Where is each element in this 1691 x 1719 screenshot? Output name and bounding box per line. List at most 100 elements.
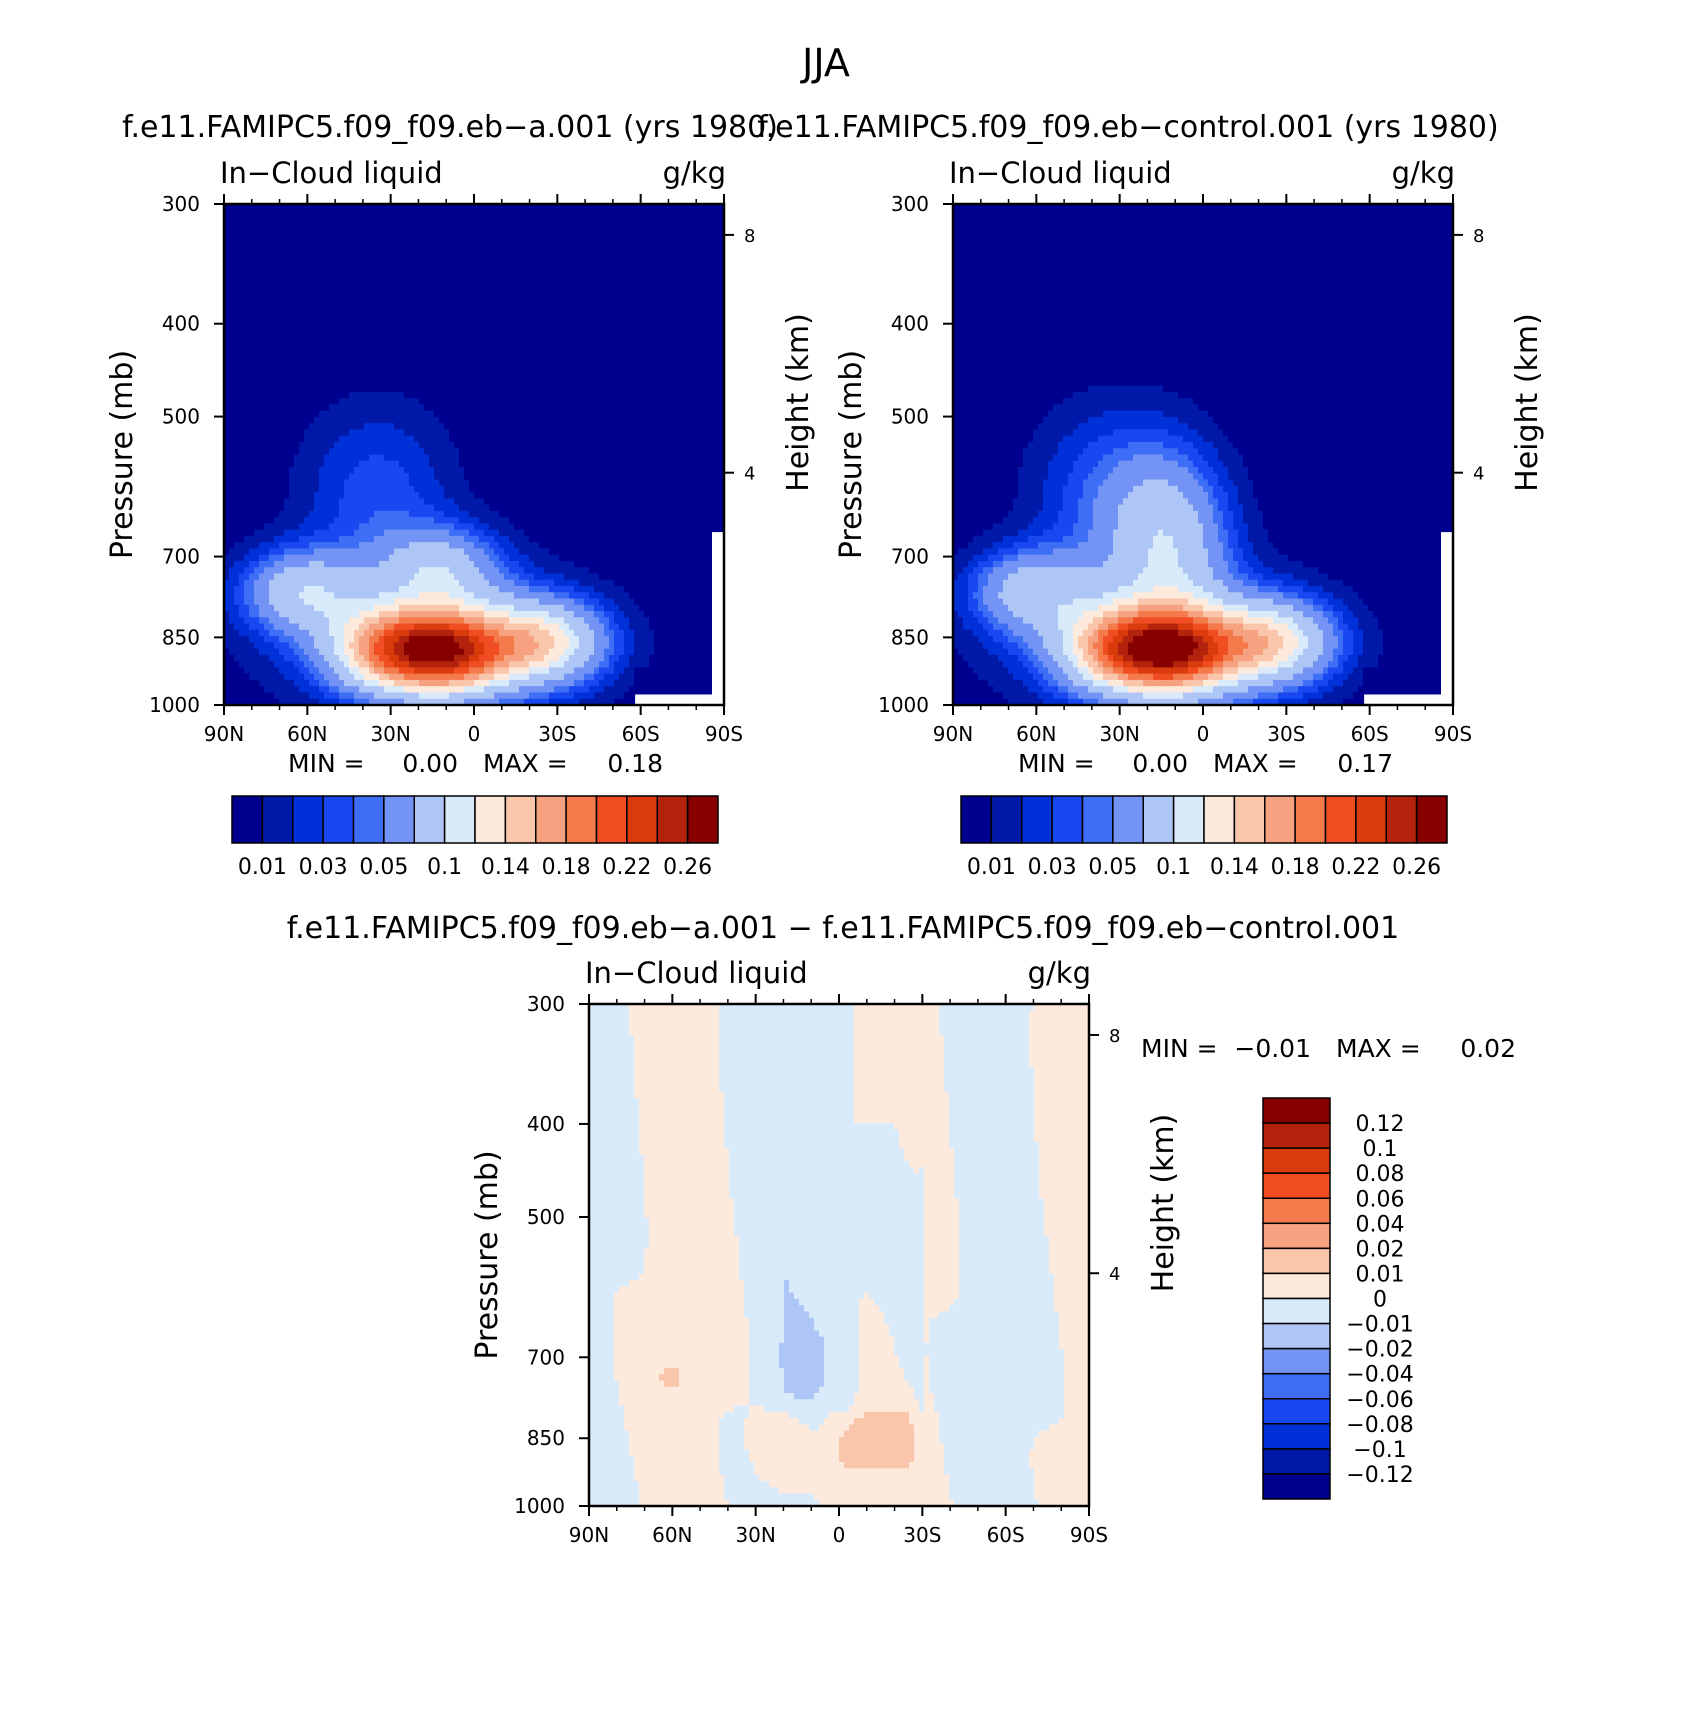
contour-cell — [689, 216, 695, 224]
contour-cell — [669, 473, 675, 481]
contour-cell — [449, 266, 455, 274]
contour-cell — [399, 435, 405, 443]
contour-cell — [484, 322, 490, 330]
contour-cell — [259, 229, 265, 236]
contour-cell — [439, 360, 445, 368]
contour-cell — [394, 272, 400, 280]
contour-cell — [339, 291, 345, 299]
contour-cell — [504, 354, 510, 362]
contour-cell — [369, 229, 375, 236]
contour-cell — [469, 373, 475, 380]
contour-cell — [229, 398, 235, 405]
contour-cell — [344, 204, 350, 211]
contour-cell — [229, 272, 235, 280]
contour-cell — [349, 498, 355, 506]
contour-cell — [359, 254, 365, 261]
contour-cell — [719, 329, 724, 337]
contour-cell — [704, 291, 710, 299]
contour-cell — [669, 379, 675, 387]
contour-cell — [594, 360, 600, 368]
contour-cell — [409, 329, 415, 337]
contour-cell — [584, 391, 590, 399]
contour-cell — [564, 360, 570, 368]
contour-cell — [674, 222, 680, 230]
contour-cell — [409, 391, 415, 399]
contour-cell — [489, 341, 495, 349]
contour-cell — [444, 210, 450, 218]
contour-cell — [669, 322, 675, 330]
contour-cell — [514, 272, 520, 280]
contour-cell — [424, 229, 430, 236]
contour-cell — [464, 379, 470, 387]
contour-cell — [289, 435, 295, 443]
contour-cell — [379, 416, 385, 424]
contour-cell — [604, 360, 610, 368]
contour-cell — [534, 266, 540, 274]
contour-cell — [419, 467, 425, 474]
contour-cell — [639, 498, 645, 506]
contour-cell — [524, 229, 530, 236]
contour-cell — [384, 316, 390, 324]
contour-cell — [254, 297, 260, 305]
contour-cell — [404, 473, 410, 481]
contour-cell — [259, 241, 265, 249]
contour-cell — [359, 510, 365, 518]
contour-cell — [639, 348, 645, 355]
contour-cell — [274, 241, 280, 249]
contour-cell — [304, 423, 310, 431]
contour-cell — [344, 504, 350, 512]
contour-cell — [544, 360, 550, 368]
contour-cell — [314, 473, 320, 481]
contour-cell — [494, 229, 500, 236]
contour-cell — [614, 504, 620, 512]
contour-cell — [479, 423, 485, 431]
contour-cell — [334, 479, 340, 487]
contour-cell — [379, 360, 385, 368]
contour-cell — [334, 448, 340, 456]
contour-cell — [659, 485, 665, 493]
contour-cell — [559, 222, 565, 230]
contour-cell — [464, 454, 470, 462]
contour-cell — [229, 473, 235, 481]
contour-cell — [664, 310, 670, 318]
contour-cell — [404, 279, 410, 287]
contour-cell — [289, 479, 295, 487]
contour-cell — [424, 429, 430, 437]
contour-cell — [229, 297, 235, 305]
contour-cell — [284, 235, 290, 243]
contour-cell — [319, 504, 325, 512]
contour-cell — [409, 304, 415, 312]
contour-cell — [584, 504, 590, 512]
contour-cell — [289, 291, 295, 299]
contour-cell — [279, 498, 285, 506]
contour-cell — [544, 391, 550, 399]
contour-cell — [299, 316, 305, 324]
contour-cell — [594, 260, 600, 268]
contour-cell — [644, 354, 650, 362]
contour-cell — [434, 416, 440, 424]
contour-cell — [399, 467, 405, 474]
contour-cell — [549, 510, 555, 518]
contour-cell — [284, 467, 290, 474]
contour-cell — [594, 485, 600, 493]
contour-cell — [419, 435, 425, 443]
contour-cell — [314, 254, 320, 261]
contour-cell — [529, 304, 535, 312]
contour-cell — [359, 448, 365, 456]
contour-cell — [459, 222, 465, 230]
contour-cell — [234, 360, 240, 368]
contour-cell — [269, 360, 275, 368]
contour-cell — [434, 310, 440, 318]
contour-cell — [244, 479, 250, 487]
contour-cell — [594, 322, 600, 330]
contour-cell — [279, 260, 285, 268]
contour-cell — [569, 291, 575, 299]
contour-cell — [599, 379, 605, 387]
contour-cell — [249, 510, 255, 518]
contour-cell — [249, 241, 255, 249]
contour-cell — [709, 266, 715, 274]
contour-cell — [314, 235, 320, 243]
contour-cell — [564, 398, 570, 405]
contour-cell — [264, 398, 270, 405]
contour-cell — [624, 304, 630, 312]
